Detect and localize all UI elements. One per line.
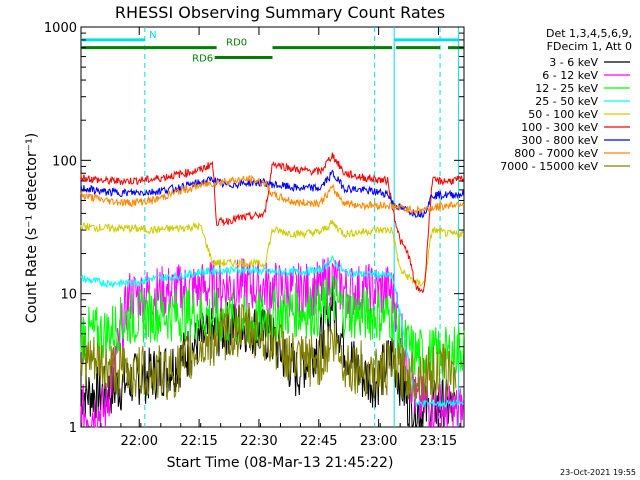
x-tick-label-0: 22:00 [121,434,158,449]
chart-title: RHESSI Observing Summary Count Rates [115,3,445,22]
y-tick-label-3: 1000 [44,21,77,36]
legend-label-1: 6 - 12 keV [542,69,598,82]
y-axis-label: Count Rate (s⁻¹ detector⁻¹) [24,133,40,323]
y-tick-label-2: 100 [52,154,77,169]
series-line-3 [80,254,465,408]
x-tick-label-2: 22:30 [240,434,277,449]
legend-header-0: Det 1,3,4,5,6,9, [546,27,632,40]
flag-rd0-label: RD0 [226,38,247,49]
footer-timestamp: 23-Oct-2021 19:55 [560,468,636,477]
x-tick-label-4: 23:00 [360,434,397,449]
series-line-8 [80,303,457,402]
legend-label-5: 100 - 300 keV [521,121,598,134]
legend-label-6: 300 - 800 keV [521,134,598,147]
x-tick-label-3: 22:45 [300,434,337,449]
x-tick-label-1: 22:15 [180,434,217,449]
legend-label-8: 7000 - 15000 keV [500,160,598,173]
legend-label-2: 12 - 25 keV [535,82,598,95]
series-line-6 [80,169,465,219]
series-line-5 [80,152,464,294]
legend-label-3: 25 - 50 keV [535,95,598,108]
legend-label-0: 3 - 6 keV [549,56,598,69]
series-line-7 [80,174,465,216]
x-axis-label: Start Time (08-Mar-13 21:45:22) [167,455,394,471]
legend: Det 1,3,4,5,6,9,FDecim 1, Att 0 3 - 6 keV… [500,27,632,173]
legend-label-4: 50 - 100 keV [528,108,598,121]
flag-n-label: N [149,30,156,41]
y-tick-label-0: 1 [69,421,77,436]
flag-rd6-label: RD6 [192,54,213,65]
legend-header-1: FDecim 1, Att 0 [547,40,632,53]
series-line-4 [80,219,465,287]
x-tick-label-5: 23:15 [420,434,457,449]
y-tick-label-1: 10 [60,288,77,303]
legend-label-7: 800 - 7000 keV [514,147,598,160]
